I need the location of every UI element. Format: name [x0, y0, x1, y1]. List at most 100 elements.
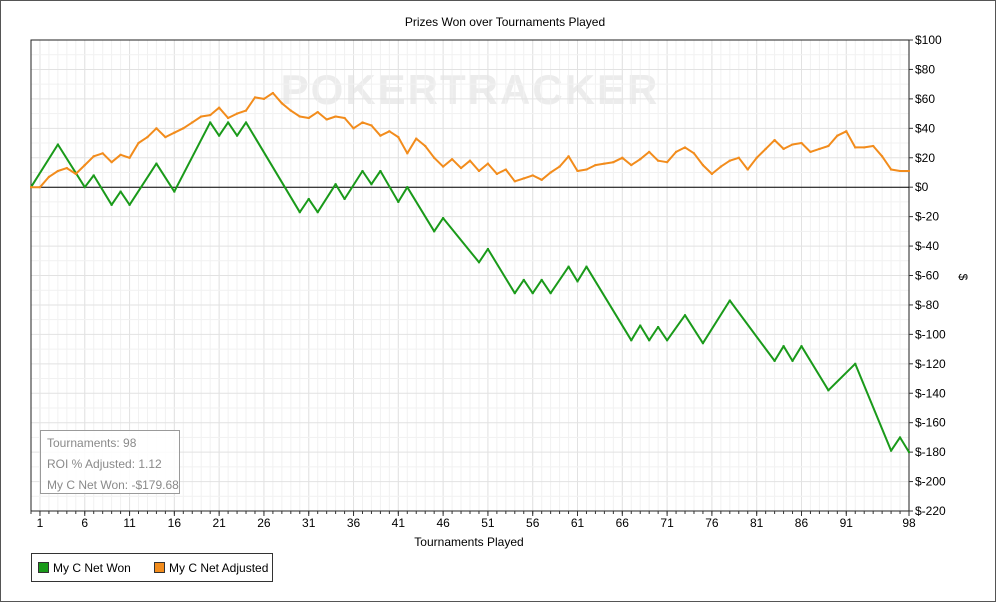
point-net-won	[128, 203, 131, 206]
y-tick-label: $-140	[915, 386, 946, 400]
point-net-adjusted	[630, 164, 633, 167]
point-net-adjusted	[280, 102, 283, 105]
point-net-won	[639, 324, 642, 327]
legend-label-net-adjusted: My C Net Adjusted	[169, 561, 269, 575]
point-net-won	[343, 197, 346, 200]
point-net-adjusted	[460, 167, 463, 170]
point-net-won	[209, 121, 212, 124]
point-net-adjusted	[701, 164, 704, 167]
point-net-won	[307, 197, 310, 200]
x-tick-label: 11	[123, 516, 136, 530]
point-net-adjusted	[486, 162, 489, 165]
legend-item-net-won: My C Net Won	[38, 561, 131, 575]
point-net-won	[791, 359, 794, 362]
point-net-won	[540, 278, 543, 281]
point-net-adjusted	[101, 152, 104, 155]
point-net-adjusted	[92, 155, 95, 158]
point-net-adjusted	[495, 172, 498, 175]
legend-label-net-won: My C Net Won	[53, 561, 131, 575]
point-net-adjusted	[316, 111, 319, 114]
point-net-adjusted	[612, 161, 615, 164]
point-net-won	[782, 345, 785, 348]
point-net-adjusted	[307, 117, 310, 120]
point-net-adjusted	[773, 139, 776, 142]
point-net-won	[173, 190, 176, 193]
point-net-adjusted	[433, 156, 436, 159]
point-net-won	[316, 211, 319, 214]
x-tick-label: 1	[37, 516, 44, 530]
point-net-adjusted	[325, 118, 328, 121]
point-net-adjusted	[791, 143, 794, 146]
x-tick-label: 41	[392, 516, 406, 530]
point-net-won	[701, 342, 704, 345]
y-tick-label: $-80	[915, 298, 939, 312]
x-tick-label: 61	[571, 516, 585, 530]
point-net-adjusted	[872, 144, 875, 147]
x-tick-label: 21	[212, 516, 226, 530]
point-net-adjusted	[30, 186, 32, 189]
point-net-won	[218, 134, 221, 137]
point-net-adjusted	[719, 165, 722, 168]
point-net-adjusted	[406, 152, 409, 155]
point-net-adjusted	[513, 180, 516, 183]
point-net-adjusted	[218, 106, 221, 109]
point-net-won	[83, 186, 86, 189]
stats-tournaments: Tournaments: 98	[47, 436, 137, 450]
point-net-adjusted	[262, 97, 265, 100]
point-net-adjusted	[236, 112, 239, 115]
point-net-adjusted	[334, 115, 337, 118]
point-net-adjusted	[908, 169, 910, 172]
point-net-adjusted	[146, 136, 149, 139]
x-tick-label: 71	[660, 516, 674, 530]
point-net-won	[56, 143, 59, 146]
point-net-adjusted	[110, 161, 113, 164]
point-net-adjusted	[818, 147, 821, 150]
point-net-adjusted	[657, 159, 660, 162]
x-tick-label: 6	[81, 516, 88, 530]
point-net-won	[477, 261, 480, 264]
point-net-adjusted	[728, 159, 731, 162]
y-tick-label: $-60	[915, 269, 939, 283]
point-net-won	[531, 292, 534, 295]
y-tick-label: $80	[915, 62, 935, 76]
point-net-adjusted	[200, 115, 203, 118]
point-net-adjusted	[343, 117, 346, 120]
point-net-adjusted	[182, 127, 185, 130]
point-net-adjusted	[253, 96, 256, 99]
y-tick-label: $-220	[915, 504, 946, 518]
x-tick-label: 26	[257, 516, 271, 530]
point-net-won	[908, 451, 910, 454]
point-net-adjusted	[245, 109, 248, 112]
point-net-won	[666, 339, 669, 342]
point-net-won	[119, 190, 122, 193]
point-net-won	[298, 211, 301, 214]
x-tick-label: 16	[168, 516, 182, 530]
point-net-adjusted	[83, 164, 86, 167]
y-tick-label: $-20	[915, 210, 939, 224]
point-net-adjusted	[845, 130, 848, 133]
point-net-adjusted	[442, 165, 445, 168]
point-net-adjusted	[746, 168, 749, 171]
point-net-won	[110, 203, 113, 206]
point-net-adjusted	[271, 91, 274, 94]
point-net-adjusted	[675, 150, 678, 153]
point-net-won	[486, 248, 489, 251]
point-net-adjusted	[397, 136, 400, 139]
point-net-won	[433, 230, 436, 233]
point-net-adjusted	[191, 121, 194, 124]
point-net-adjusted	[863, 146, 866, 149]
point-net-won	[585, 265, 588, 268]
x-tick-label: 91	[840, 516, 854, 530]
y-tick-label: $0	[915, 180, 929, 194]
point-net-adjusted	[469, 159, 471, 162]
point-net-adjusted	[298, 115, 301, 118]
point-net-won	[630, 339, 633, 342]
point-net-adjusted	[370, 124, 373, 127]
point-net-adjusted	[827, 144, 830, 147]
point-net-adjusted	[684, 146, 687, 149]
x-tick-label: 86	[795, 516, 809, 530]
y-tick-label: $-200	[915, 475, 946, 489]
y-tick-label: $20	[915, 151, 935, 165]
point-net-adjusted	[782, 147, 785, 150]
